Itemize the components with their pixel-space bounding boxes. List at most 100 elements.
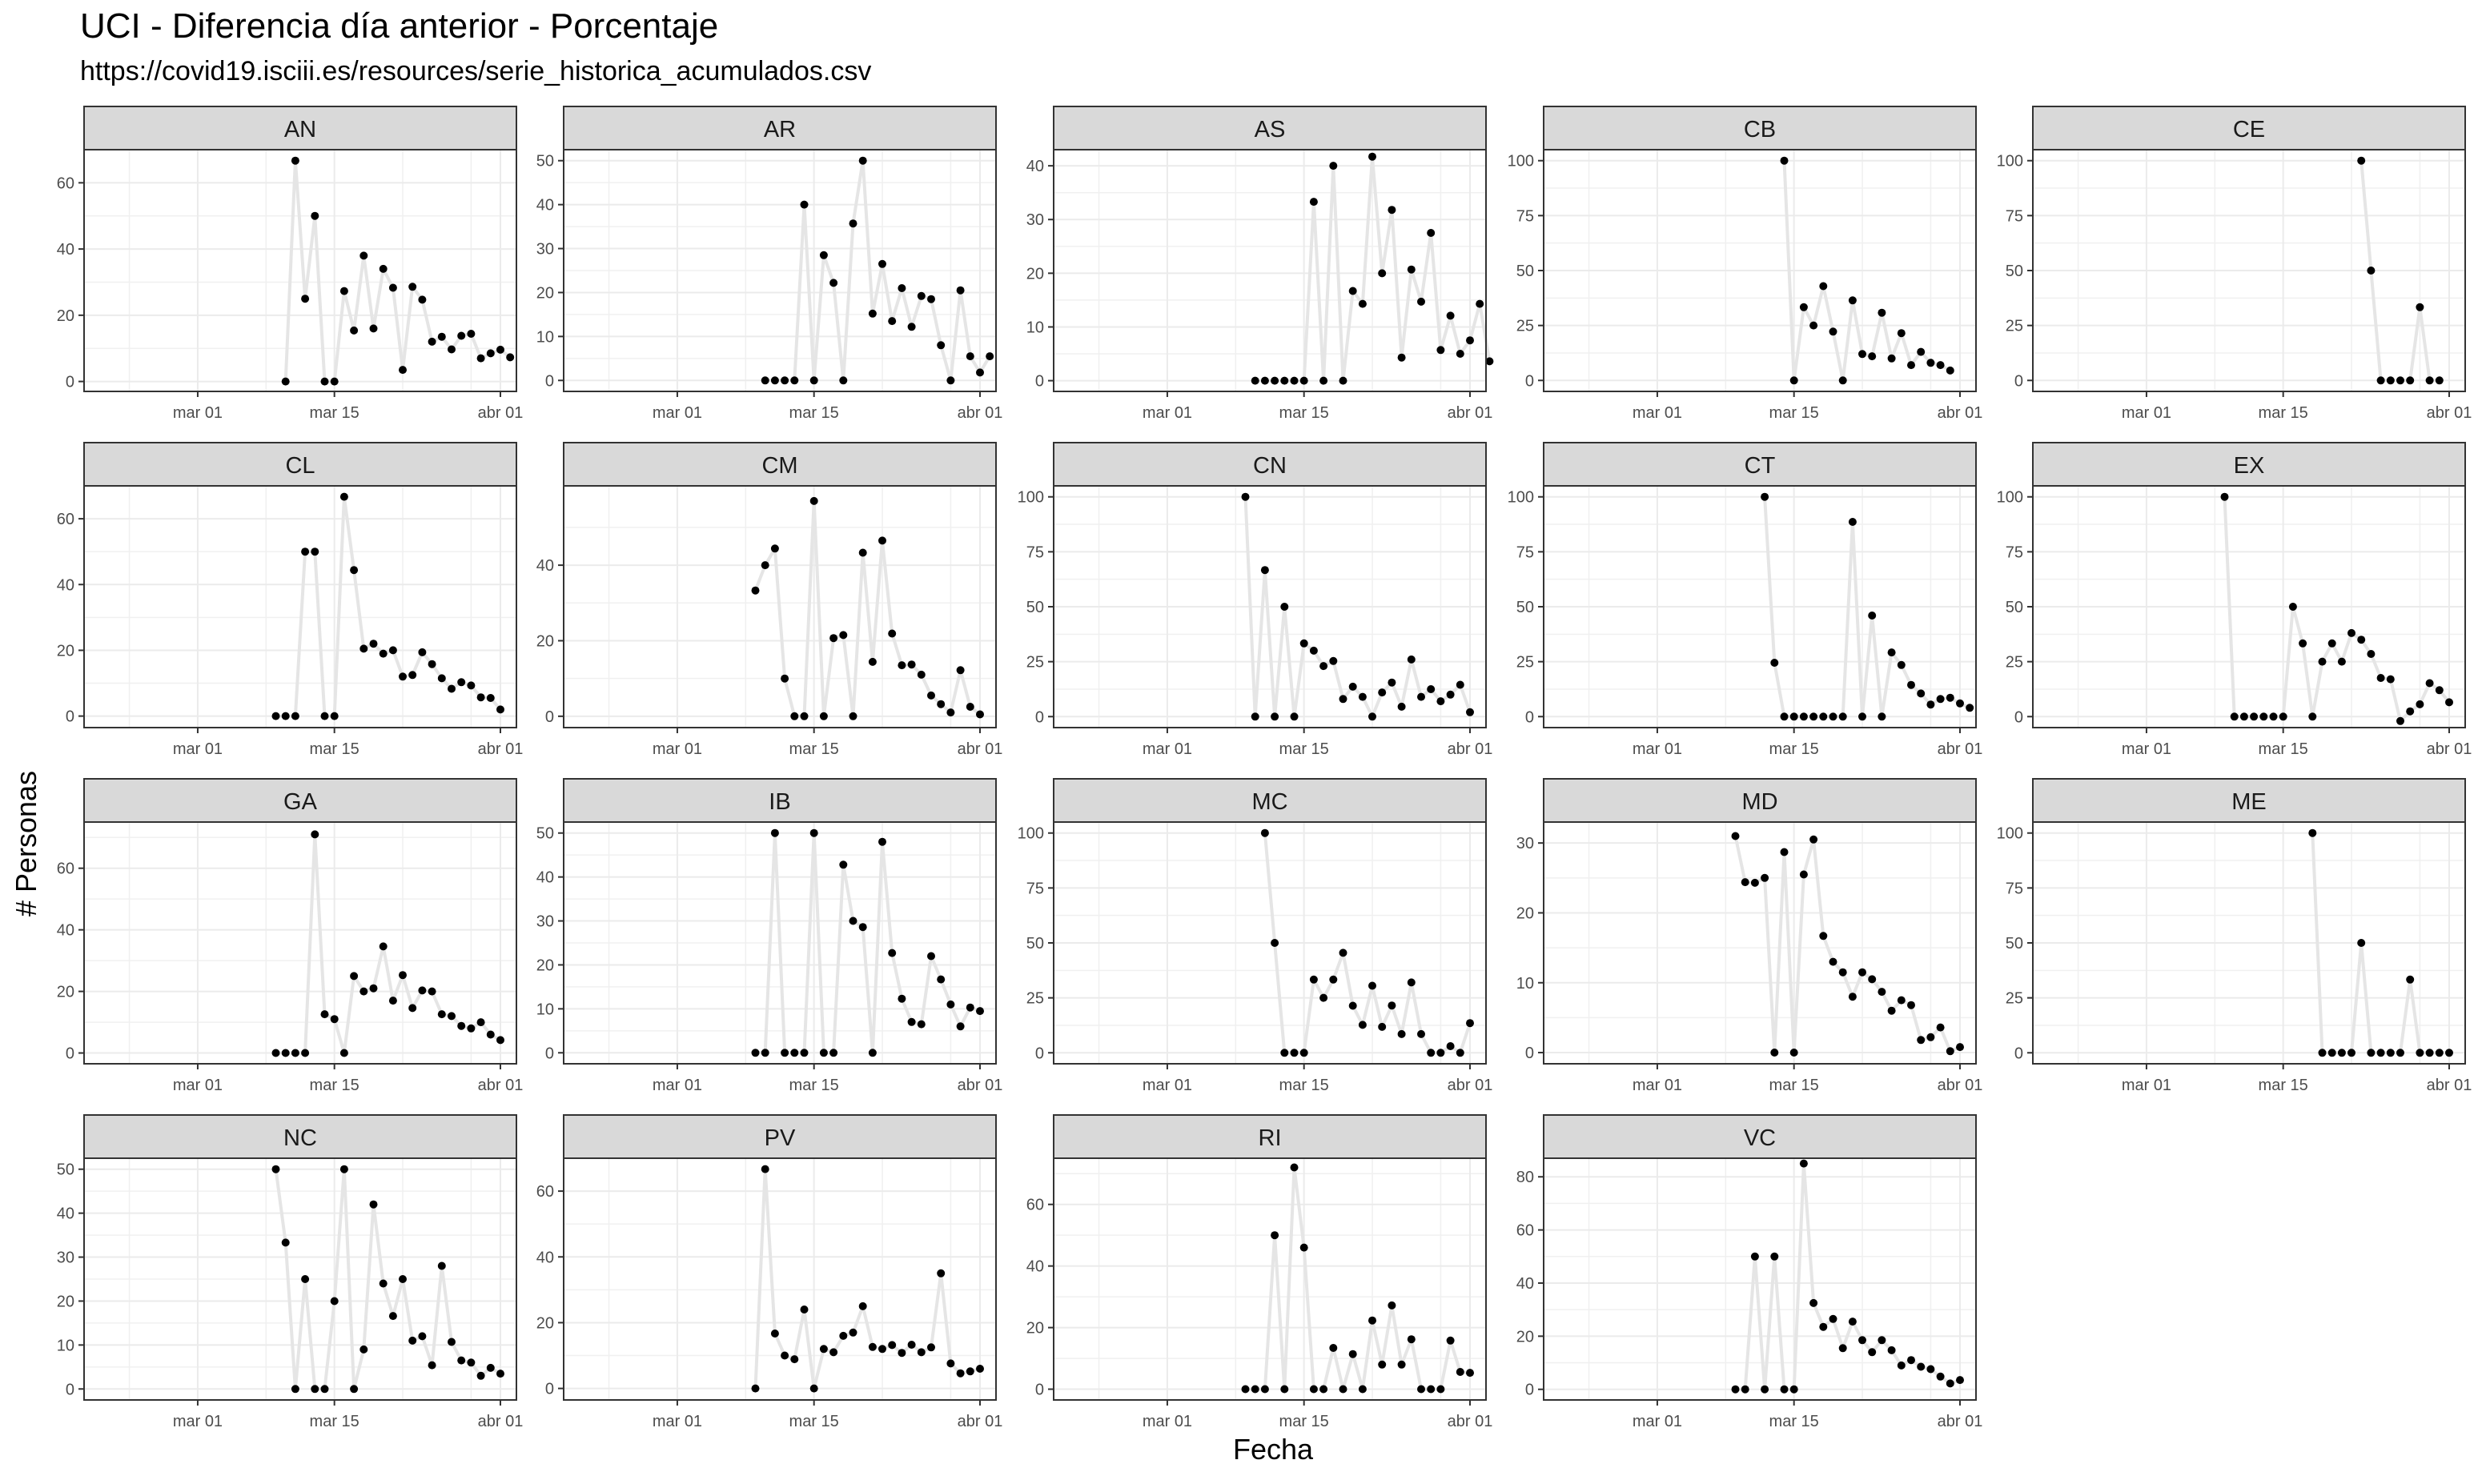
data-point — [2220, 492, 2229, 501]
data-point — [476, 354, 485, 363]
data-point — [966, 703, 974, 711]
y-tick-label: 75 — [1026, 880, 1044, 897]
y-tick-label: 50 — [1516, 599, 1534, 616]
data-point — [1319, 993, 1328, 1002]
data-point — [291, 1385, 299, 1394]
x-tick-label: mar 15 — [1279, 1413, 1329, 1430]
data-point — [1770, 659, 1779, 667]
strip-background — [563, 1114, 997, 1159]
data-point — [898, 661, 906, 670]
data-point — [1417, 692, 1425, 701]
y-tick-label: 25 — [2006, 654, 2023, 672]
data-point — [937, 700, 946, 708]
x-tick-label: mar 01 — [653, 404, 702, 422]
data-point — [1358, 692, 1367, 701]
data-point — [1799, 870, 1808, 879]
data-point — [790, 376, 799, 385]
data-point — [868, 1342, 877, 1351]
data-point — [868, 657, 877, 666]
x-tick-label: mar 15 — [2259, 1077, 2308, 1094]
panel-ce: CE 0 25 50 75 100 mar 01 mar 15 abr 01 — [1997, 106, 2472, 422]
data-point — [917, 1348, 926, 1357]
data-point — [408, 1004, 417, 1013]
data-point — [849, 1328, 857, 1337]
data-point — [1917, 347, 1926, 356]
y-tick-label: 40 — [1026, 158, 1044, 175]
data-point — [437, 1010, 446, 1019]
data-point — [819, 712, 828, 720]
data-point — [448, 684, 456, 693]
y-tick-label: 100 — [1997, 153, 2023, 170]
data-point — [2327, 1049, 2336, 1057]
data-point — [388, 646, 397, 655]
data-point — [1907, 1356, 1915, 1365]
data-point — [330, 1297, 339, 1306]
data-point — [2308, 712, 2317, 721]
data-point — [1309, 198, 1318, 207]
data-point — [1378, 1022, 1387, 1031]
data-point — [839, 1331, 848, 1340]
data-point — [2386, 675, 2395, 684]
data-point — [781, 1049, 789, 1057]
data-point — [1329, 1344, 1338, 1352]
x-tick-label: mar 01 — [1143, 404, 1192, 422]
data-point — [1260, 828, 1269, 837]
data-point — [888, 317, 897, 326]
data-point — [1936, 1023, 1945, 1032]
strip-label: CL — [285, 453, 315, 479]
y-tick-label: 30 — [57, 1249, 74, 1267]
strip-background — [1543, 106, 1977, 150]
panel-border — [1053, 1157, 1487, 1401]
data-point — [1917, 1036, 1926, 1045]
data-point — [330, 377, 339, 386]
data-point — [1388, 678, 1396, 687]
data-point — [1446, 1336, 1455, 1345]
data-point — [369, 640, 378, 648]
y-tick-label: 25 — [1026, 654, 1044, 672]
data-point — [1887, 1346, 1896, 1354]
panel-border — [563, 821, 997, 1065]
data-point — [339, 1049, 348, 1057]
panel-background — [84, 822, 516, 1064]
data-point — [388, 283, 397, 292]
data-point — [1897, 660, 1906, 669]
y-tick-label: 75 — [1516, 543, 1534, 561]
data-point — [1368, 1316, 1376, 1325]
data-point — [917, 1020, 926, 1029]
data-point — [359, 644, 368, 653]
y-tick-label: 0 — [545, 372, 554, 390]
data-point — [1251, 1385, 1259, 1394]
strip-background — [1543, 1114, 1977, 1159]
y-tick-label: 50 — [536, 825, 554, 843]
data-point — [1339, 949, 1347, 957]
data-point — [1829, 327, 1837, 336]
data-point — [986, 352, 994, 361]
y-tick-label: 20 — [536, 957, 554, 974]
data-point — [1446, 1042, 1455, 1050]
y-tick-label: 0 — [66, 1045, 74, 1063]
data-point — [2435, 1049, 2444, 1057]
data-point — [418, 295, 427, 304]
data-point — [800, 712, 809, 720]
y-tick-label: 50 — [1516, 263, 1534, 280]
x-tick-label: mar 01 — [653, 1413, 702, 1430]
data-point — [467, 1358, 476, 1367]
data-point — [1290, 1049, 1299, 1057]
data-point — [907, 660, 916, 669]
data-point — [907, 1341, 916, 1349]
x-tick-label: mar 01 — [2122, 404, 2171, 422]
data-point — [1809, 1298, 1818, 1307]
y-tick-label: 0 — [1035, 1382, 1044, 1399]
strip-label: VC — [1744, 1125, 1776, 1151]
x-tick-label: abr 01 — [1938, 404, 1983, 422]
data-point — [1271, 1231, 1279, 1240]
data-point — [761, 561, 769, 570]
data-point — [1348, 1350, 1357, 1358]
y-tick-label: 30 — [536, 241, 554, 259]
data-point — [1936, 1372, 1945, 1381]
y-tick-label: 10 — [536, 1001, 554, 1018]
x-tick-label: mar 15 — [310, 1413, 359, 1430]
data-point — [1339, 1385, 1347, 1394]
y-tick-label: 0 — [1035, 708, 1044, 726]
data-point — [946, 1000, 955, 1009]
